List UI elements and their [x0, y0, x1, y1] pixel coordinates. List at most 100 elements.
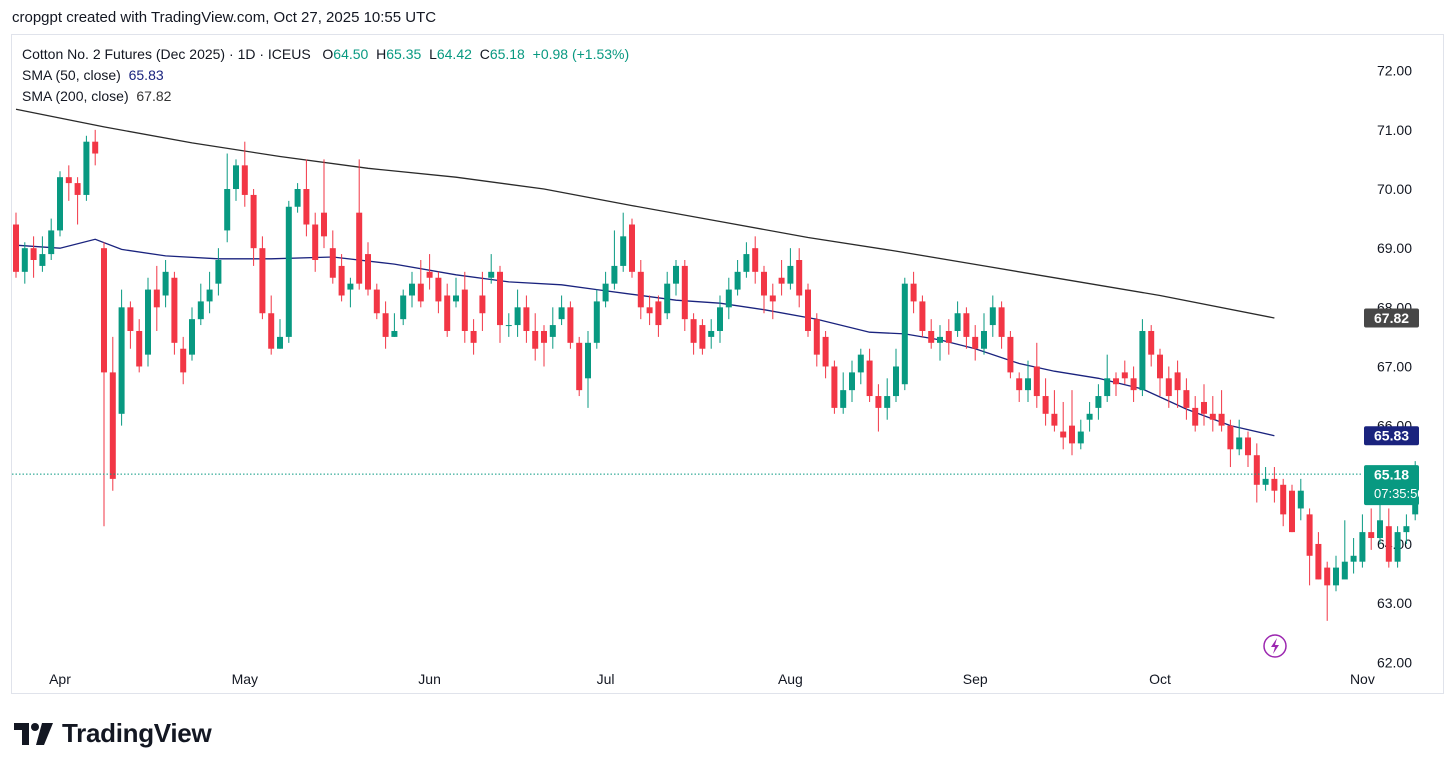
candle-up	[585, 342, 591, 379]
candle-up	[1333, 567, 1339, 586]
candle-down	[567, 307, 574, 343]
candle-down	[435, 277, 442, 302]
candle-down	[1289, 490, 1295, 533]
candle-down	[497, 271, 503, 326]
candle-up	[787, 265, 794, 284]
candle-up	[400, 295, 407, 320]
candle-down	[1209, 413, 1216, 420]
legend-close-value: 65.18	[489, 46, 525, 62]
candle-down	[752, 248, 759, 272]
candle-down	[963, 313, 970, 337]
candle-down	[1042, 396, 1049, 414]
candle-down	[1271, 478, 1278, 491]
chart-caption: cropgpt created with TradingView.com, Oc…	[12, 9, 437, 26]
candle-down	[1121, 372, 1128, 379]
candle-up	[717, 307, 723, 331]
y-tick-label: 64.00	[1377, 536, 1412, 552]
legend-close-label: C	[479, 46, 490, 62]
candle-down	[153, 289, 160, 308]
candle-down	[1315, 543, 1322, 580]
candle-up	[673, 265, 679, 284]
legend-sma50-label: SMA (50, close)	[22, 67, 121, 83]
candle-up	[893, 366, 899, 397]
candle-down	[761, 271, 767, 296]
candle-down	[470, 330, 477, 343]
legend-symbol[interactable]: Cotton No. 2 Futures (Dec 2025)	[22, 46, 226, 62]
x-tick-label: Jul	[597, 671, 615, 687]
legend-change: +0.98 (+1.53%)	[532, 46, 630, 62]
legend-low-value: 64.42	[436, 46, 472, 62]
candle-down	[136, 330, 143, 367]
candle-down	[1368, 532, 1375, 539]
candle-up	[1403, 526, 1410, 533]
candle-down	[356, 212, 363, 284]
candle-up	[197, 301, 204, 320]
candle-down	[831, 366, 838, 408]
candle-down	[461, 289, 468, 331]
candle-down	[637, 271, 644, 308]
candle-up	[162, 271, 169, 296]
candle-up	[453, 295, 459, 302]
candle-down	[1174, 372, 1181, 391]
candle-up	[884, 396, 891, 408]
candle-up	[21, 248, 28, 272]
candle-down	[1157, 354, 1163, 379]
candle-down	[250, 194, 257, 249]
candle-up	[664, 283, 671, 314]
legend-sma50-row[interactable]: SMA (50, close) 65.83	[22, 65, 629, 86]
candle-down	[417, 283, 424, 302]
candle-down	[1069, 425, 1075, 444]
candle-up	[488, 271, 495, 278]
candle-up	[118, 307, 125, 414]
x-tick-label: Sep	[963, 671, 988, 687]
candle-down	[1051, 413, 1058, 426]
candle-down	[972, 336, 979, 349]
candle-down	[1245, 437, 1251, 456]
candle-up	[734, 271, 741, 290]
candle-up	[409, 283, 415, 296]
candle-down	[259, 248, 266, 314]
candle-down	[1324, 567, 1331, 586]
candle-down	[1253, 455, 1260, 485]
candle-down	[1218, 413, 1225, 426]
legend-low-label: L	[429, 46, 437, 62]
candle-down	[699, 325, 706, 349]
sma50-line	[15, 238, 1275, 437]
candle-down	[681, 265, 688, 320]
candle-up	[901, 283, 908, 385]
candle-up	[224, 189, 231, 231]
legend-ohlc-row: Cotton No. 2 Futures (Dec 2025) · 1D · I…	[22, 44, 629, 65]
candle-up	[981, 330, 987, 349]
candle-up	[277, 336, 283, 349]
lightning-icon-bolt	[1271, 638, 1279, 654]
tradingview-logo-icon	[14, 722, 53, 745]
sma200-badge-bg	[1364, 308, 1419, 328]
sma50-badge-bg	[1364, 426, 1419, 446]
legend-separator-icon: ·	[229, 46, 238, 62]
y-tick-label: 69.00	[1377, 240, 1412, 256]
x-tick-label: Apr	[49, 671, 71, 687]
candle-down	[1130, 378, 1137, 391]
candle-down	[312, 224, 319, 260]
candle-up	[1236, 437, 1243, 450]
candle-down	[1165, 378, 1172, 397]
candle-down	[479, 295, 486, 314]
chart-frame[interactable]	[11, 34, 1444, 694]
candle-up	[1394, 532, 1401, 562]
candle-up	[849, 372, 855, 391]
candle-up	[1025, 378, 1031, 391]
candle-down	[373, 289, 380, 314]
price-badge-text: 65.18	[1374, 467, 1409, 483]
legend-sma200-row[interactable]: SMA (200, close) 67.82	[22, 86, 629, 107]
candle-up	[1350, 555, 1357, 562]
candle-down	[30, 248, 37, 260]
candle-down	[1016, 378, 1023, 391]
candle-down	[321, 212, 327, 237]
candle-up	[391, 330, 398, 337]
candle-up	[602, 283, 609, 302]
candle-up	[1377, 520, 1383, 539]
candle-up	[347, 283, 354, 290]
candle-down	[813, 319, 820, 355]
legend-interval[interactable]: 1D	[237, 46, 256, 62]
